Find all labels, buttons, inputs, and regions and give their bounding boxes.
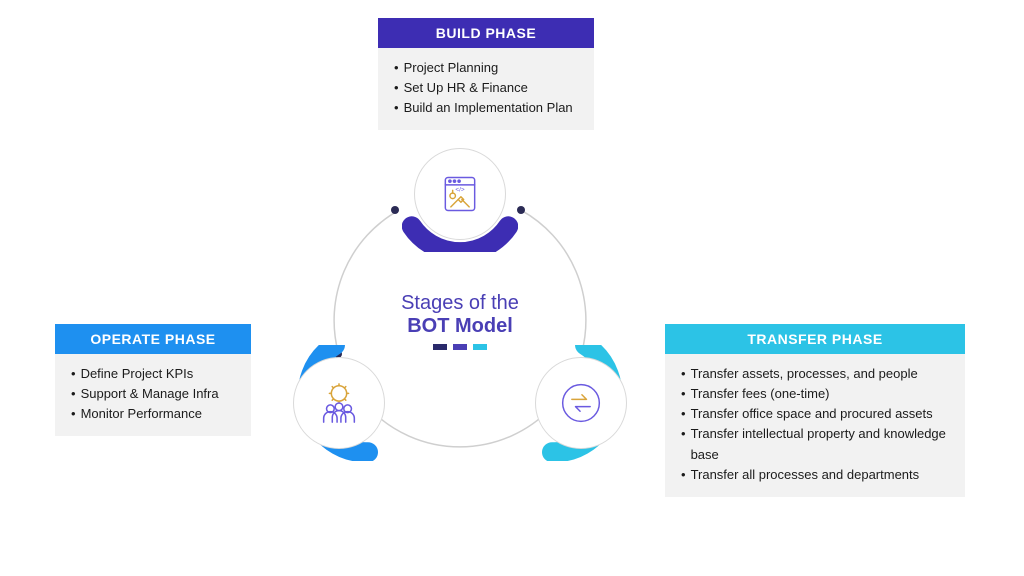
tick: [473, 344, 487, 350]
team-icon: [316, 380, 362, 426]
list-item: •Support & Manage Infra: [71, 384, 235, 404]
list-item: •Define Project KPIs: [71, 364, 235, 384]
build-node: </>: [414, 148, 506, 240]
list-item: •Transfer all processes and departments: [681, 465, 949, 485]
transfer-node: [535, 357, 627, 449]
list-item: •Transfer office space and procured asse…: [681, 404, 949, 424]
title-line1: Stages of the: [388, 292, 532, 315]
list-item: •Transfer assets, processes, and people: [681, 364, 949, 384]
orbit-dot: [391, 206, 399, 214]
list-item: •Project Planning: [394, 58, 578, 78]
svg-text:</>: </>: [455, 186, 465, 193]
center-title: Stages of the BOT Model: [388, 292, 532, 350]
tick: [433, 344, 447, 350]
build-phase-body: •Project Planning •Set Up HR & Finance •…: [378, 48, 594, 130]
transfer-phase-header: TRANSFER PHASE: [665, 324, 965, 354]
operate-phase-header: OPERATE PHASE: [55, 324, 251, 354]
build-phase-header: BUILD PHASE: [378, 18, 594, 48]
list-item: •Build an Implementation Plan: [394, 98, 578, 118]
title-line2: BOT Model: [388, 315, 532, 338]
list-item: •Transfer fees (one-time): [681, 384, 949, 404]
tools-icon: </>: [438, 172, 482, 216]
cycle-arrows-icon: [559, 381, 603, 425]
transfer-phase-box: TRANSFER PHASE •Transfer assets, process…: [665, 324, 965, 497]
list-item: •Set Up HR & Finance: [394, 78, 578, 98]
transfer-phase-body: •Transfer assets, processes, and people …: [665, 354, 965, 497]
orbit-dot: [517, 206, 525, 214]
list-item: •Monitor Performance: [71, 404, 235, 424]
title-ticks: [388, 344, 532, 350]
operate-node: [293, 357, 385, 449]
tick: [453, 344, 467, 350]
list-item: •Transfer intellectual property and know…: [681, 424, 949, 464]
operate-phase-body: •Define Project KPIs •Support & Manage I…: [55, 354, 251, 436]
operate-phase-box: OPERATE PHASE •Define Project KPIs •Supp…: [55, 324, 251, 436]
build-phase-box: BUILD PHASE •Project Planning •Set Up HR…: [378, 18, 594, 130]
